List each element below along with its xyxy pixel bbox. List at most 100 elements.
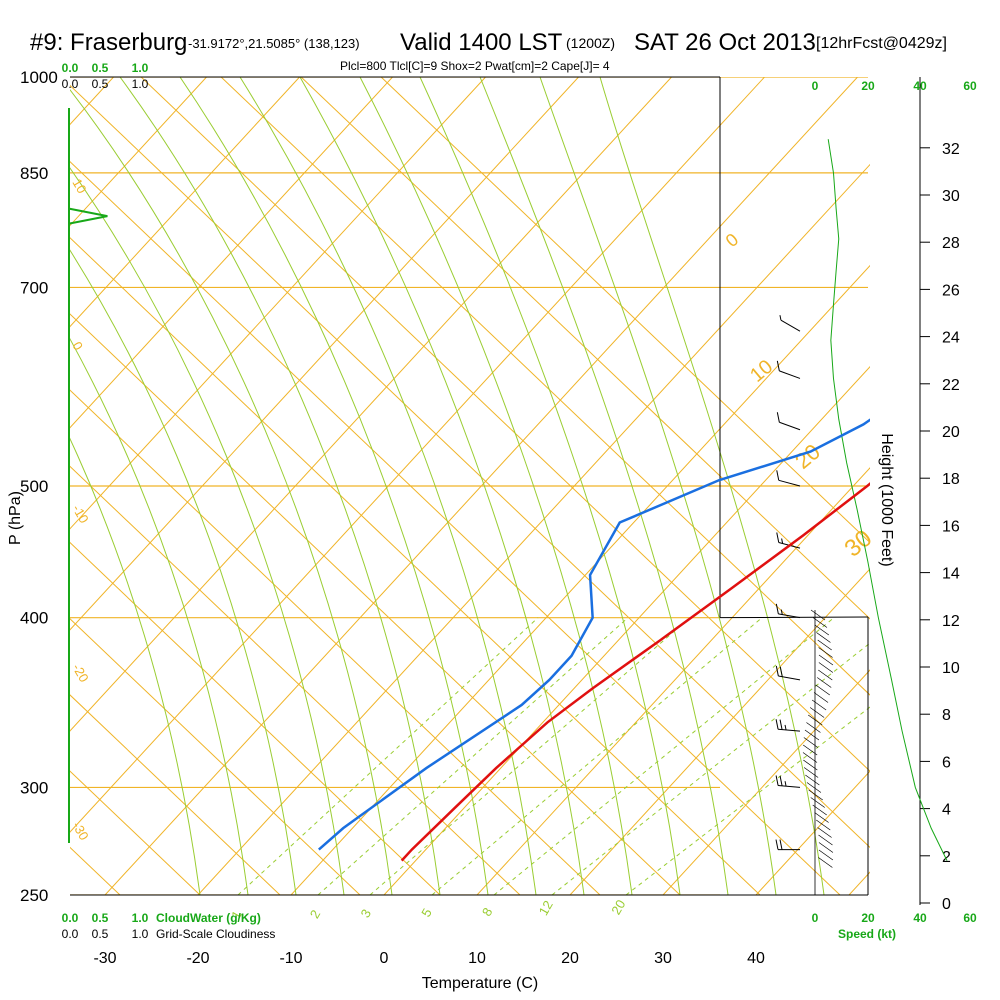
pressure-tick-label: 850 (20, 164, 48, 183)
low-barb (816, 819, 831, 831)
adiabat-line (70, 237, 761, 895)
dry-adiabat (359, 77, 633, 895)
adiabat-line (220, 77, 870, 696)
wind-barb-staff (778, 479, 801, 487)
dry-adiabat (119, 77, 441, 895)
dry-adiabat (70, 89, 393, 895)
low-barb (818, 834, 833, 846)
mixing-ratio-label: 8 (479, 905, 496, 919)
mixing-ratio-line (237, 617, 539, 895)
wind-barb-flag (775, 775, 779, 786)
wind-barb-flag (776, 412, 780, 423)
low-barb (809, 707, 825, 718)
dry-adiabat (479, 77, 729, 895)
dewpoint-profile (318, 418, 870, 851)
pressure-tick-label: 250 (20, 886, 48, 905)
isotherm-label: 0 (722, 229, 743, 251)
wind-barb-flag (775, 603, 779, 614)
wind-speed-profile (827, 139, 948, 861)
low-barb (811, 699, 827, 711)
dry-adiabat (179, 77, 489, 895)
height-tick-label: 14 (942, 566, 960, 583)
cloudiness-scale-top: 0.0 (62, 77, 79, 91)
wind-barb (776, 412, 801, 431)
speed-scale-bottom: 20 (861, 911, 875, 925)
adiabat-line (70, 541, 441, 895)
cloudiness-scale-bottom: 0.5 (92, 927, 109, 941)
temp-tick-label: -30 (93, 950, 116, 967)
speed-scale-bottom: 40 (913, 911, 927, 925)
dry-adiabat (239, 77, 537, 895)
mixing-ratio-label: 2 (307, 907, 324, 921)
low-level-barbs (802, 609, 834, 868)
low-barb (814, 812, 829, 823)
low-barb (803, 759, 818, 771)
dry-adiabat (70, 167, 345, 895)
dry-adiabat (539, 77, 777, 895)
forecast-info: [12hrFcst@0429z] (816, 35, 947, 52)
wind-barb (776, 470, 801, 487)
temp-tick-label: -10 (279, 950, 302, 967)
speed-scale-top: 20 (861, 79, 875, 93)
temperature-profile (400, 482, 870, 862)
cloudiness-scale-bottom: 1.0 (132, 927, 149, 941)
wind-barb-staff (779, 421, 801, 431)
low-barb (817, 827, 832, 838)
temp-tick-label: 20 (561, 950, 579, 967)
adiabat-line (70, 160, 841, 895)
isotherm--120 (0, 77, 21, 895)
grid-layer (0, 77, 870, 895)
isotherm--80 (70, 77, 393, 429)
temp-tick-label: 10 (468, 950, 486, 967)
isotherm-label: 10 (746, 356, 777, 387)
wind-barb-flag (779, 666, 783, 677)
height-tick-label: 18 (942, 471, 960, 488)
low-barb (803, 737, 819, 748)
speed-scale-top: 40 (913, 79, 927, 93)
cloudiness-scale-top: 1.0 (132, 77, 149, 91)
wind-barb (775, 603, 801, 619)
low-barb (807, 714, 823, 726)
low-barb (813, 692, 829, 703)
dry-adiabat (70, 437, 201, 895)
cloudiness-label: Grid-Scale Cloudiness (156, 927, 275, 941)
wind-barb-half (784, 724, 787, 731)
station-title: #9: Fraserburg (30, 29, 187, 56)
speed-scale-top: 0 (812, 79, 819, 93)
low-barb (816, 632, 831, 643)
wind-barb-flag (775, 665, 779, 677)
mixing-ratio-label: 20 (608, 897, 628, 917)
mixing-ratio-line (369, 617, 691, 895)
wind-barb-flag (776, 470, 780, 481)
isotherm--90 (70, 77, 300, 328)
wind-barb-flag (775, 719, 779, 730)
pressure-tick-label: 300 (20, 778, 48, 797)
valid-zulu: (1200Z) (566, 35, 615, 51)
left-isotherm-label: 0 (69, 339, 86, 353)
valid-time: Valid 1400 LST (400, 29, 563, 56)
isotherm--20 (197, 163, 870, 895)
wind-barb (776, 360, 801, 379)
wind-barb-half (780, 609, 783, 615)
frame-diagonal (719, 616, 869, 619)
low-barb (806, 722, 821, 733)
isotherm-30 (662, 669, 870, 895)
speed-scale-top: 60 (963, 79, 977, 93)
dry-adiabat (299, 77, 585, 895)
speed-label: Speed (kt) (838, 927, 896, 941)
adiabat-line (70, 313, 681, 895)
isotherm--100 (70, 77, 207, 227)
wind-barb (775, 719, 801, 732)
stability-indices: Plcl=800 Tlcl[C]=9 Shox=2 Pwat[cm]=2 Cap… (340, 59, 610, 73)
temp-tick-label: -20 (186, 950, 209, 967)
low-barb (810, 797, 825, 808)
cloudiness-scale-bottom: 0.0 (62, 927, 79, 941)
mixing-ratio-label: 12 (536, 898, 556, 918)
low-barb (818, 662, 834, 673)
height-axis-title: Height (1000 Feet) (878, 433, 895, 566)
profiles-layer (318, 418, 870, 862)
wind-barb-half (779, 315, 782, 321)
cloudwater-scale-top: 0.0 (62, 61, 79, 75)
speed-scale-bottom: 60 (963, 911, 977, 925)
